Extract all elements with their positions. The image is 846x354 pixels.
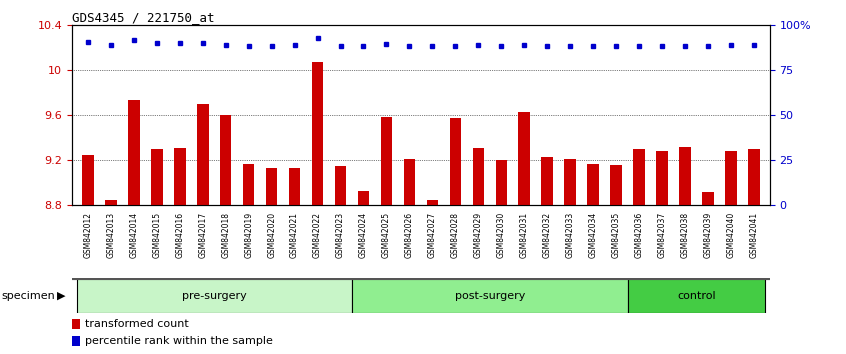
Bar [634, 149, 645, 205]
Bar [151, 149, 162, 205]
Bar [105, 200, 117, 205]
Text: pre-surgery: pre-surgery [182, 291, 247, 301]
Bar [335, 166, 346, 205]
Bar [610, 165, 622, 205]
Bar [358, 191, 369, 205]
Bar [381, 117, 393, 205]
Bar [352, 278, 628, 313]
Text: control: control [677, 291, 716, 301]
Bar [656, 151, 667, 205]
Bar [449, 119, 461, 205]
Bar [266, 168, 277, 205]
Text: percentile rank within the sample: percentile rank within the sample [85, 336, 273, 346]
Bar [72, 319, 80, 329]
Bar [197, 104, 208, 205]
Bar [473, 148, 484, 205]
Bar [587, 164, 599, 205]
Bar [541, 157, 553, 205]
Bar [426, 200, 438, 205]
Text: ▶: ▶ [57, 291, 65, 301]
Bar [220, 115, 232, 205]
Bar [702, 192, 714, 205]
Bar [128, 101, 140, 205]
Bar [72, 336, 80, 346]
Bar [76, 278, 352, 313]
Bar [404, 159, 415, 205]
Text: GDS4345 / 221750_at: GDS4345 / 221750_at [72, 11, 214, 24]
Bar [243, 164, 255, 205]
Bar [519, 112, 530, 205]
Text: post-surgery: post-surgery [454, 291, 525, 301]
Bar [564, 159, 576, 205]
Bar [288, 168, 300, 205]
Bar [748, 149, 760, 205]
Bar [174, 148, 185, 205]
Bar [496, 160, 507, 205]
Bar [679, 147, 690, 205]
Bar [82, 155, 94, 205]
Bar [725, 151, 737, 205]
Bar [628, 278, 766, 313]
Text: transformed count: transformed count [85, 319, 189, 329]
Text: specimen: specimen [2, 291, 56, 301]
Bar [312, 62, 323, 205]
